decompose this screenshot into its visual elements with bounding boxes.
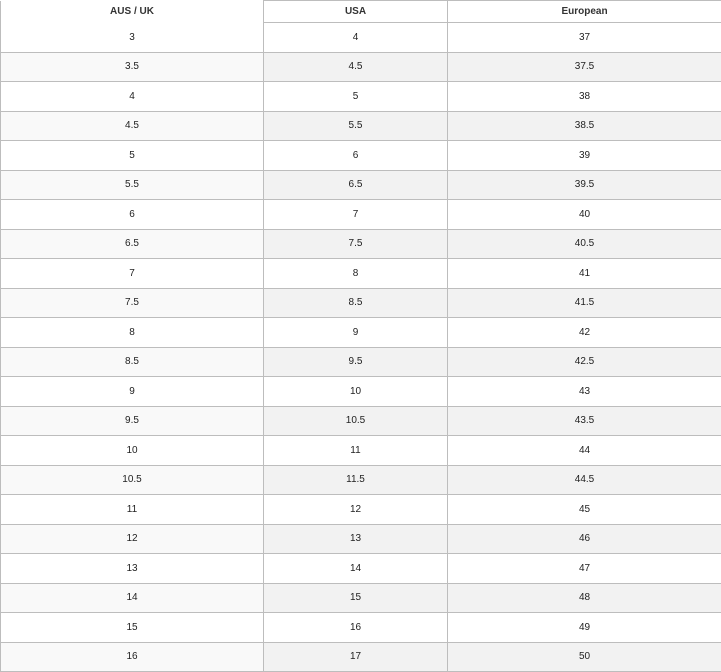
cell-usa: 5 (264, 82, 448, 112)
cell-usa: 6.5 (264, 170, 448, 200)
cell-usa: 10 (264, 377, 448, 407)
cell-usa: 8.5 (264, 288, 448, 318)
cell-european: 42.5 (448, 347, 721, 377)
cell-european: 40 (448, 200, 721, 230)
cell-usa: 17 (264, 642, 448, 672)
cell-european: 39.5 (448, 170, 721, 200)
cell-european: 43.5 (448, 406, 721, 436)
cell-european: 41 (448, 259, 721, 289)
cell-european: 44.5 (448, 465, 721, 495)
cell-aus-uk: 11 (1, 495, 264, 525)
header-row: AUS / UK USA European (1, 1, 721, 23)
cell-aus-uk: 9.5 (1, 406, 264, 436)
cell-usa: 4.5 (264, 52, 448, 82)
cell-european: 38.5 (448, 111, 721, 141)
cell-aus-uk: 7 (1, 259, 264, 289)
cell-european: 49 (448, 613, 721, 643)
cell-aus-uk: 4.5 (1, 111, 264, 141)
cell-aus-uk: 6 (1, 200, 264, 230)
cell-usa: 12 (264, 495, 448, 525)
cell-european: 40.5 (448, 229, 721, 259)
header-aus-uk: AUS / UK (1, 1, 264, 23)
cell-european: 50 (448, 642, 721, 672)
cell-aus-uk: 6.5 (1, 229, 264, 259)
cell-aus-uk: 10 (1, 436, 264, 466)
cell-european: 47 (448, 554, 721, 584)
cell-usa: 11.5 (264, 465, 448, 495)
cell-usa: 6 (264, 141, 448, 171)
cell-european: 45 (448, 495, 721, 525)
cell-aus-uk: 8 (1, 318, 264, 348)
cell-european: 43 (448, 377, 721, 407)
cell-aus-uk: 16 (1, 642, 264, 672)
cell-usa: 15 (264, 583, 448, 613)
cell-aus-uk: 5.5 (1, 170, 264, 200)
cell-aus-uk: 5 (1, 141, 264, 171)
cell-european: 38 (448, 82, 721, 112)
cell-usa: 9.5 (264, 347, 448, 377)
cell-aus-uk: 12 (1, 524, 264, 554)
cell-usa: 5.5 (264, 111, 448, 141)
cell-european: 48 (448, 583, 721, 613)
cell-aus-uk: 4 (1, 82, 264, 112)
header-usa: USA (264, 1, 448, 23)
cell-european: 39 (448, 141, 721, 171)
cell-aus-uk: 13 (1, 554, 264, 584)
cell-aus-uk: 10.5 (1, 465, 264, 495)
cell-aus-uk: 7.5 (1, 288, 264, 318)
cell-aus-uk: 15 (1, 613, 264, 643)
cell-usa: 16 (264, 613, 448, 643)
cell-aus-uk: 3 (1, 23, 264, 53)
cell-european: 46 (448, 524, 721, 554)
cell-usa: 14 (264, 554, 448, 584)
cell-european: 42 (448, 318, 721, 348)
cell-european: 41.5 (448, 288, 721, 318)
cell-usa: 10.5 (264, 406, 448, 436)
cell-aus-uk: 3.5 (1, 52, 264, 82)
cell-usa: 8 (264, 259, 448, 289)
cell-usa: 7.5 (264, 229, 448, 259)
cell-usa: 11 (264, 436, 448, 466)
cell-usa: 9 (264, 318, 448, 348)
cell-usa: 13 (264, 524, 448, 554)
cell-european: 37.5 (448, 52, 721, 82)
cell-aus-uk: 9 (1, 377, 264, 407)
cell-aus-uk: 14 (1, 583, 264, 613)
cell-european: 37 (448, 23, 721, 53)
cell-aus-uk: 8.5 (1, 347, 264, 377)
header-european: European (448, 1, 721, 23)
cell-european: 44 (448, 436, 721, 466)
cell-usa: 4 (264, 23, 448, 53)
cell-usa: 7 (264, 200, 448, 230)
